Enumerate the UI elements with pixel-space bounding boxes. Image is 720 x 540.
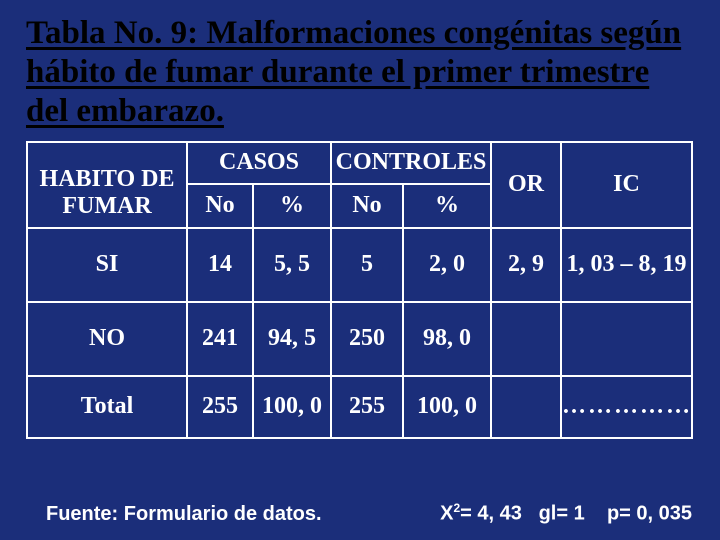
- cell: 255: [187, 376, 253, 438]
- cell: 255: [331, 376, 403, 438]
- footer-source: Fuente: Formulario de datos.: [46, 503, 322, 526]
- col-casos-pct: %: [253, 184, 331, 228]
- cell: 100, 0: [403, 376, 491, 438]
- footer: Fuente: Formulario de datos. X2= 4, 43 g…: [46, 501, 692, 526]
- table-row: NO 241 94, 5 250 98, 0: [27, 302, 692, 376]
- cell-or: [491, 302, 561, 376]
- row-label: NO: [27, 302, 187, 376]
- table-row-total: Total 255 100, 0 255 100, 0 ……………: [27, 376, 692, 438]
- cell: 98, 0: [403, 302, 491, 376]
- row-label: Total: [27, 376, 187, 438]
- cell: 250: [331, 302, 403, 376]
- cell: 100, 0: [253, 376, 331, 438]
- chi-label: X: [440, 503, 453, 525]
- p-val: p= 0, 035: [607, 503, 692, 525]
- cell: 241: [187, 302, 253, 376]
- cell: 94, 5: [253, 302, 331, 376]
- col-ctrl-no: No: [331, 184, 403, 228]
- cell: 2, 0: [403, 228, 491, 302]
- footer-stats: X2= 4, 43 gl= 1 p= 0, 035: [440, 501, 692, 526]
- cell: 14: [187, 228, 253, 302]
- cell-ic: [561, 302, 692, 376]
- table-header-row-1: HABITO DE FUMAR CASOS CONTROLES OR IC: [27, 142, 692, 184]
- table-row: SI 14 5, 5 5 2, 0 2, 9 1, 03 – 8, 19: [27, 228, 692, 302]
- cell-or: 2, 9: [491, 228, 561, 302]
- chi-val: = 4, 43: [460, 503, 522, 525]
- cell-or: [491, 376, 561, 438]
- cell-ic: ……………: [561, 376, 692, 438]
- slide-title: Tabla No. 9: Malformaciones congénitas s…: [26, 14, 694, 131]
- row-label: SI: [27, 228, 187, 302]
- col-ic: IC: [561, 142, 692, 228]
- data-table: HABITO DE FUMAR CASOS CONTROLES OR IC No…: [26, 141, 693, 439]
- col-group-controles: CONTROLES: [331, 142, 491, 184]
- col-casos-no: No: [187, 184, 253, 228]
- cell: 5, 5: [253, 228, 331, 302]
- col-group-casos: CASOS: [187, 142, 331, 184]
- row-header-label: HABITO DE FUMAR: [27, 142, 187, 228]
- col-ctrl-pct: %: [403, 184, 491, 228]
- cell: 5: [331, 228, 403, 302]
- col-or: OR: [491, 142, 561, 228]
- cell-ic: 1, 03 – 8, 19: [561, 228, 692, 302]
- gl: gl= 1: [539, 503, 585, 525]
